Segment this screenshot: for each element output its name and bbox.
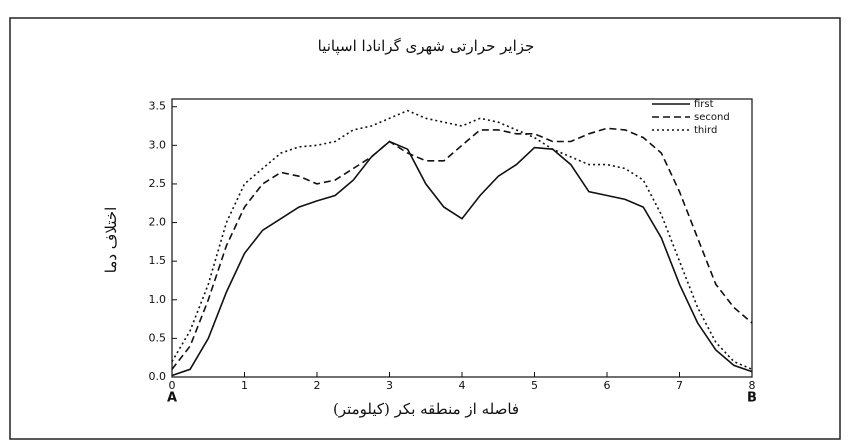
x-tick-label: 0: [169, 379, 176, 392]
x-tick-label: 6: [604, 379, 611, 392]
x-tick-label: 3: [386, 379, 393, 392]
legend-label: first: [694, 99, 714, 110]
x-tick-label: 1: [241, 379, 248, 392]
endpoint-label: A: [167, 391, 177, 406]
legend-label: second: [694, 112, 730, 123]
y-tick-label: 2.0: [149, 216, 167, 229]
page-frame: [9, 17, 841, 440]
y-tick-label: 1.0: [149, 293, 167, 306]
x-tick-label: 5: [531, 379, 538, 392]
x-tick-label: 4: [459, 379, 466, 392]
x-tick-label: 7: [676, 379, 683, 392]
legend-label: third: [694, 125, 717, 136]
y-tick-label: 0.0: [149, 370, 167, 383]
y-tick-label: 3.0: [149, 138, 167, 151]
y-tick-label: 1.5: [149, 254, 167, 267]
series-line: [171, 127, 753, 370]
series-line: [171, 109, 753, 371]
y-tick-label: 3.5: [149, 100, 167, 113]
y-axis-label: اختلاف دما: [102, 207, 120, 274]
plot-frame: [171, 98, 753, 378]
y-tick-label: 0.5: [149, 331, 167, 344]
x-tick-label: 2: [314, 379, 321, 392]
endpoint-label: B: [747, 391, 757, 406]
y-tick-label: 2.5: [149, 177, 167, 190]
x-axis-label: فاصله از منطقه بکر (کیلومتر): [333, 400, 519, 418]
series-line: [171, 140, 753, 377]
chart-title: جزایر حرارتی شهری گرانادا اسپانیا: [318, 37, 535, 55]
x-tick-label: 8: [749, 379, 756, 392]
